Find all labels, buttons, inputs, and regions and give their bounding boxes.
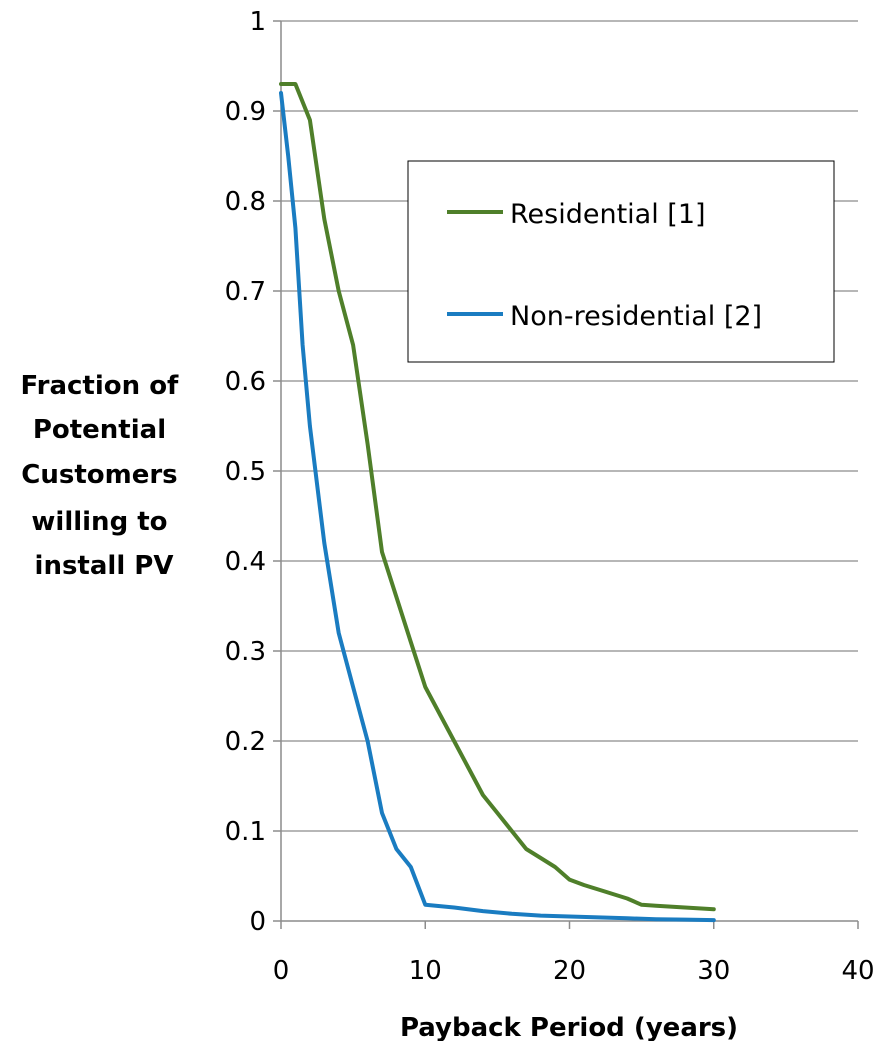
y-axis-title-line-2: Potential [33,415,166,445]
y-tick-label: 0.2 [225,727,266,757]
legend-box [407,160,835,363]
y-tick-label: 0 [249,907,266,937]
y-tick-labels: 0 0.1 0.2 0.3 0.4 0.5 0.6 0.7 0.8 0.9 1 [225,7,266,937]
y-tick-label: 0.4 [225,547,266,577]
y-tick-label: 0.3 [225,637,266,667]
y-axis-title-line-1: Fraction of [21,371,180,401]
x-tick-label: 30 [697,956,730,986]
gridlines [281,20,858,832]
legend-label-residential: Residential [1] [510,199,706,230]
axes [273,20,859,929]
y-axis-title-line-5: install PV [35,551,174,581]
x-tick-label: 0 [273,956,290,986]
y-axis-title-line-4: willing to [31,507,167,537]
y-axis-title: Fraction of Potential Customers willing … [21,371,188,581]
series-line-residential [279,82,716,912]
x-tick-labels: 0 10 20 30 40 [273,956,875,986]
series-line-non-residential [279,91,716,923]
y-tick-label: 1 [249,7,266,37]
legend: Residential [1] Non-residential [2] [407,160,835,363]
y-tick-label: 0.9 [225,97,266,127]
y-tick-label: 0.7 [225,277,266,307]
x-tick-label: 20 [553,956,586,986]
y-tick-label: 0.6 [225,367,266,397]
y-tick-label: 0.8 [225,187,266,217]
series-layer [279,82,716,923]
x-tick-label: 40 [841,956,874,986]
y-axis-title-line-3: Customers [21,460,177,490]
y-tick-label: 0.1 [225,817,266,847]
x-axis-title: Payback Period (years) [400,1013,738,1041]
x-tick-label: 10 [409,956,442,986]
y-tick-label: 0.5 [225,457,266,487]
legend-label-non-residential: Non-residential [2] [510,301,762,332]
